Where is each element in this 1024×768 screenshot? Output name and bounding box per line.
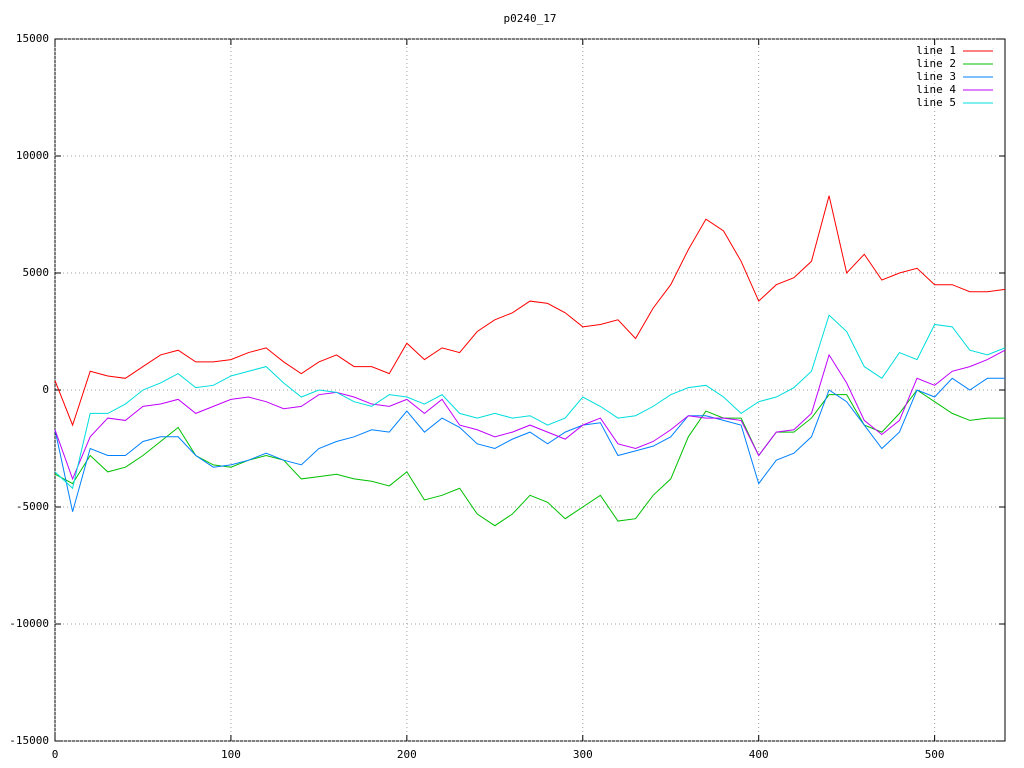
legend-label: line 4 [916, 83, 956, 96]
x-tick-label: 0 [52, 748, 59, 761]
data-line [54, 389, 1005, 527]
y-tick-label: -10000 [9, 617, 49, 630]
x-tick-label: 300 [573, 748, 593, 761]
legend-label: line 5 [916, 96, 956, 109]
x-tick-label: 400 [749, 748, 769, 761]
y-tick-label: 10000 [16, 149, 49, 162]
legend-label: line 2 [916, 57, 956, 70]
y-tick-label: 0 [42, 383, 49, 396]
data-line [54, 377, 1005, 512]
y-tick-label: -5000 [16, 500, 49, 513]
chart-title: p0240_17 [504, 12, 557, 25]
x-tick-label: 100 [221, 748, 241, 761]
y-tick-label: -15000 [9, 734, 49, 747]
x-tick-label: 200 [397, 748, 417, 761]
legend-label: line 3 [916, 70, 956, 83]
x-tick-label: 500 [925, 748, 945, 761]
y-tick-label: 5000 [23, 266, 50, 279]
legend-label: line 1 [916, 44, 956, 57]
data-line [54, 349, 1006, 481]
data-line [54, 195, 1006, 427]
y-tick-label: 15000 [16, 32, 49, 45]
plot-frame [54, 38, 1006, 742]
data-line [54, 314, 1006, 490]
